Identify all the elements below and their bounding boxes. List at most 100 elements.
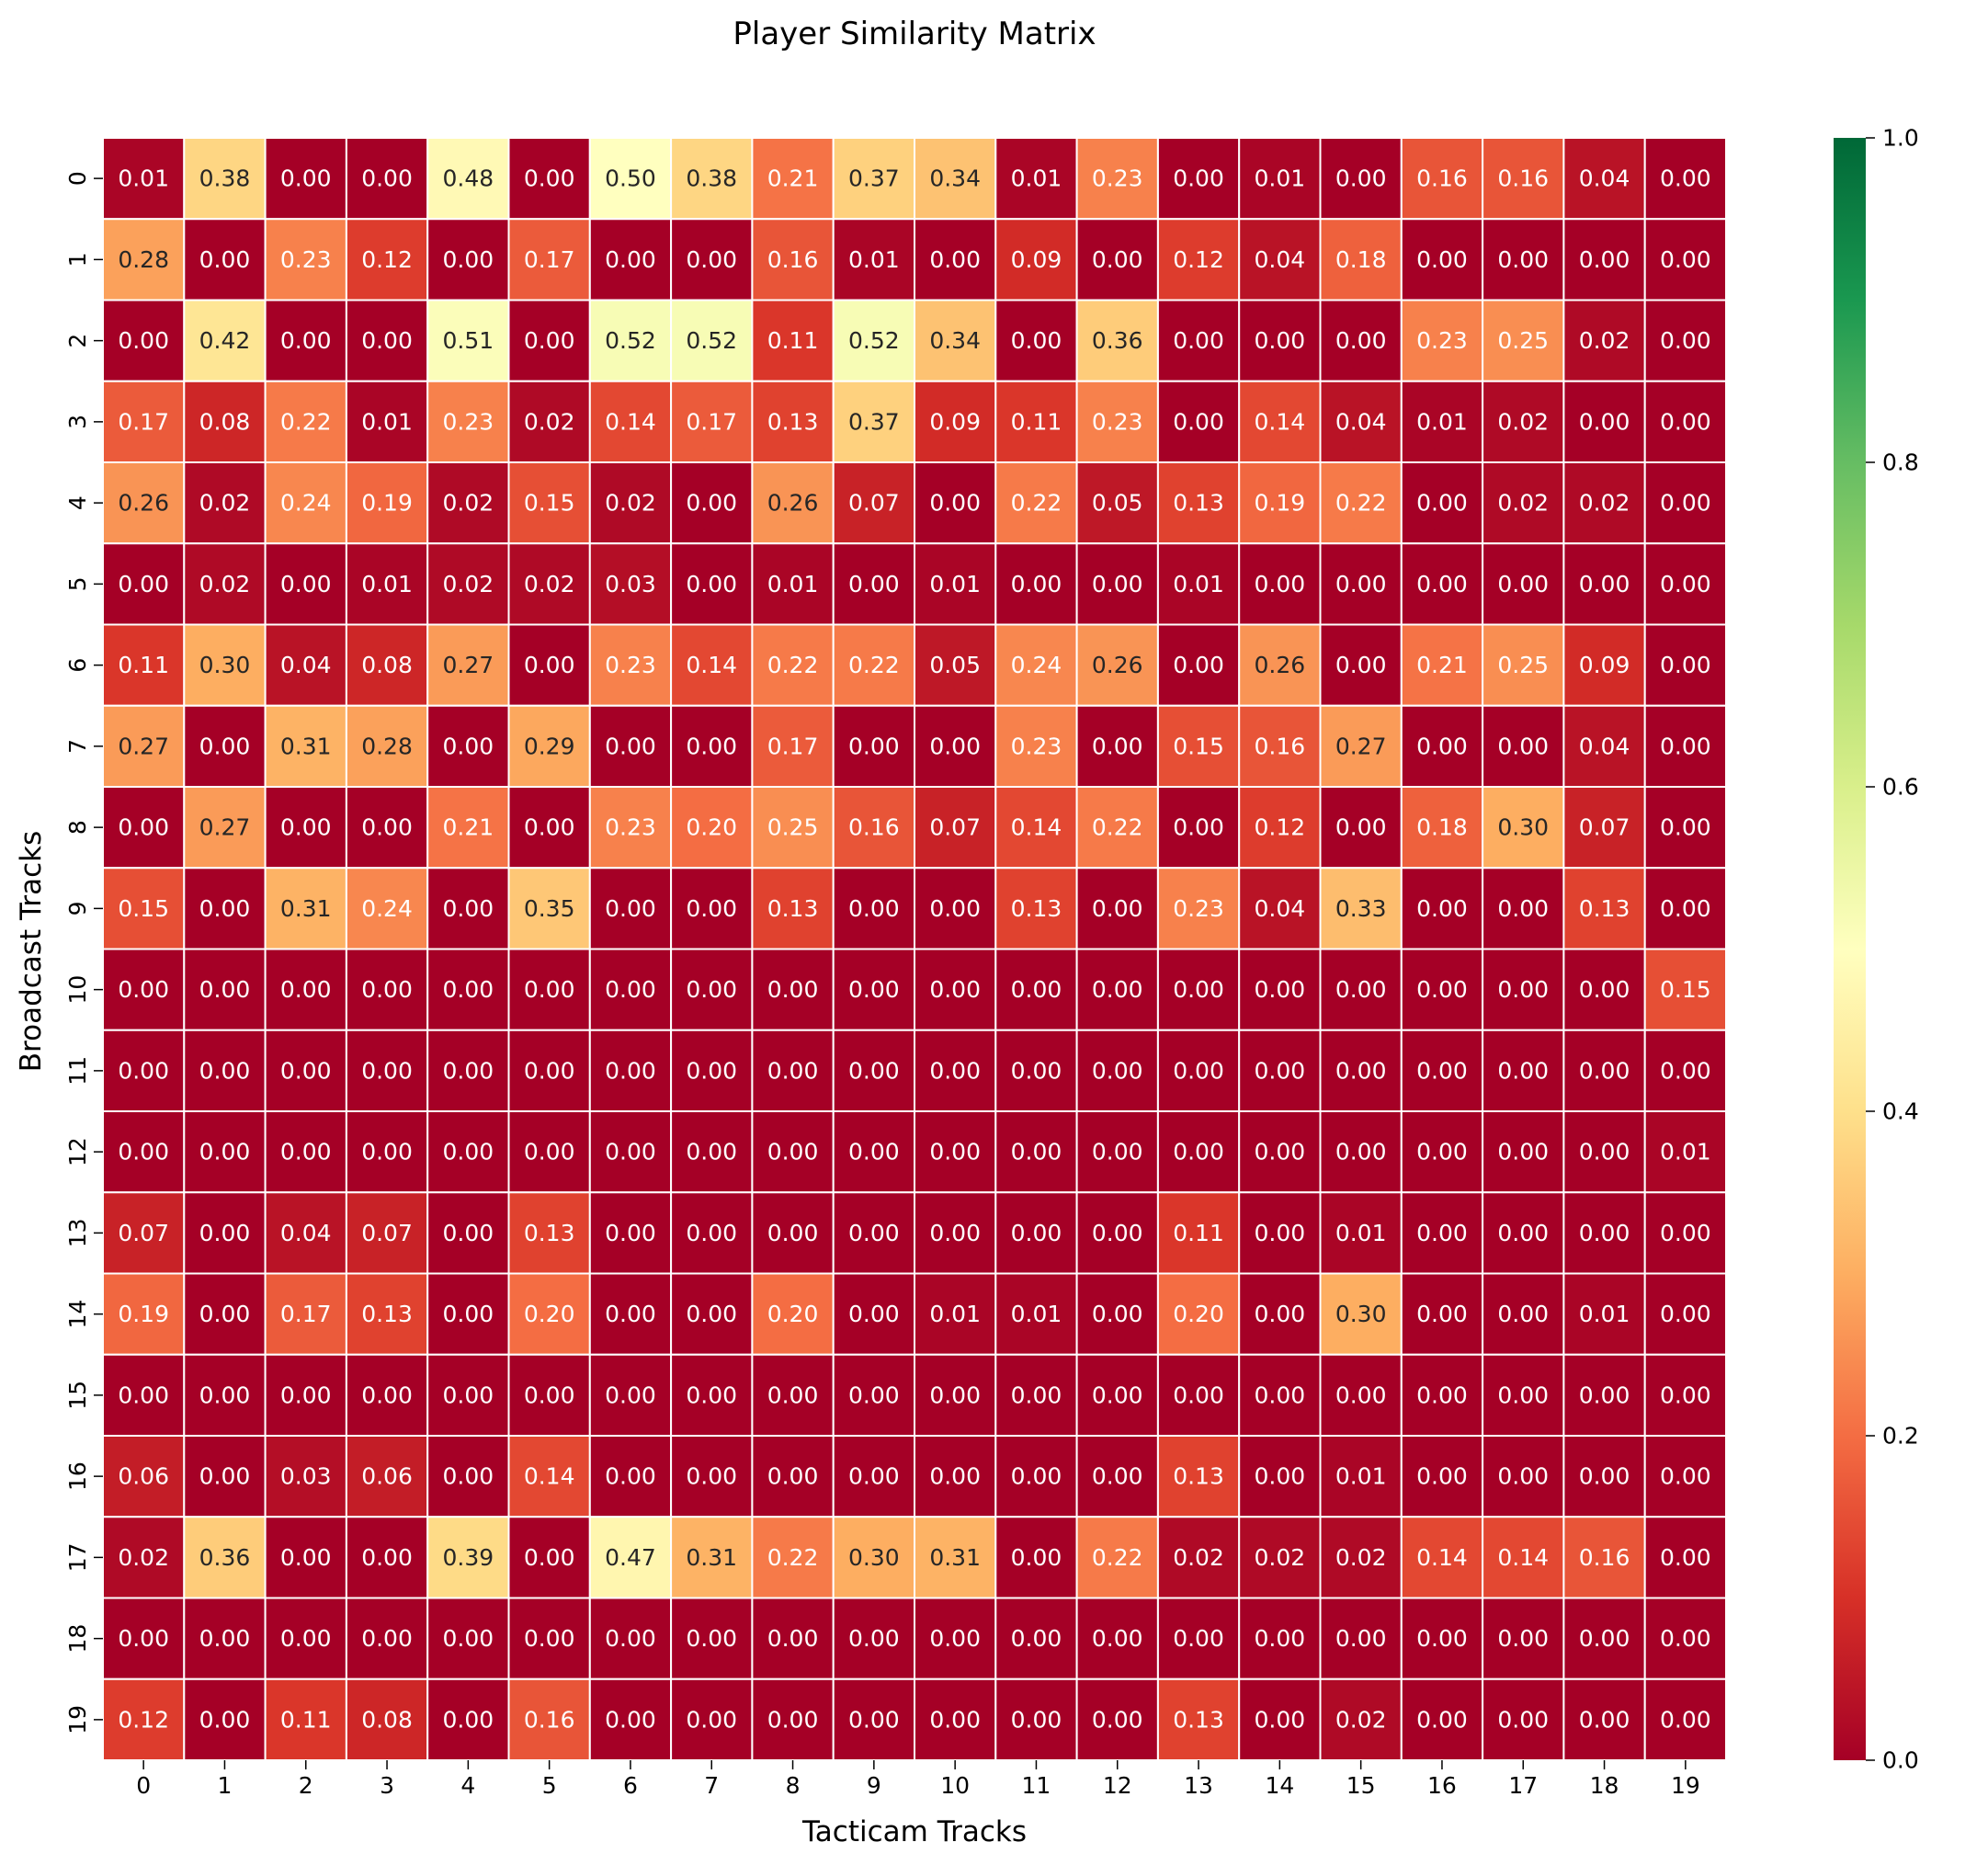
cell-value-label: 0.00	[199, 246, 251, 273]
cell-value-label: 0.00	[1092, 571, 1143, 597]
cell-value-label: 0.18	[1416, 814, 1468, 841]
cell-value-label: 0.26	[118, 490, 169, 517]
cell-value-label: 0.24	[1011, 652, 1062, 678]
heatmap-cell	[264, 704, 347, 788]
cell-value-label: 0.00	[848, 895, 900, 922]
cell-value-label: 0.11	[118, 652, 169, 678]
cell-value-label: 0.00	[118, 1382, 169, 1408]
cell-value-label: 0.00	[1255, 1382, 1306, 1408]
heatmap-cell	[1643, 1191, 1727, 1275]
heatmap-cell	[1400, 867, 1484, 950]
heatmap-cell	[994, 704, 1078, 788]
heatmap-cell	[832, 948, 916, 1031]
cell-value-label: 0.00	[848, 571, 900, 597]
heatmap-cell	[670, 1272, 754, 1356]
heatmap-cell	[994, 1110, 1078, 1194]
cell-value-label: 0.23	[1092, 408, 1143, 435]
cell-value-label: 0.19	[1255, 490, 1306, 517]
cell-value-label: 0.30	[199, 652, 251, 678]
heatmap-cell	[751, 461, 835, 545]
cell-value-label: 0.17	[280, 1301, 332, 1327]
cell-value-label: 0.01	[929, 1301, 981, 1327]
heatmap-cell	[832, 380, 916, 463]
cell-value-label: 0.00	[1416, 1625, 1468, 1652]
cell-value-label: 0.00	[1255, 327, 1306, 354]
heatmap-cell	[1156, 1516, 1241, 1599]
heatmap-cell	[1319, 218, 1403, 301]
x-tick-label: 6	[623, 1772, 638, 1799]
cell-value-label: 0.00	[118, 571, 169, 597]
cell-value-label: 0.22	[767, 652, 819, 678]
heatmap-cell	[670, 380, 754, 463]
heatmap-cell	[183, 1597, 267, 1680]
cell-value-label: 0.00	[1660, 1057, 1711, 1084]
cell-value-label: 0.00	[1660, 1220, 1711, 1246]
cell-value-label: 0.00	[767, 1057, 819, 1084]
cell-value-label: 0.00	[1579, 1220, 1630, 1246]
cell-value-label: 0.09	[1579, 652, 1630, 678]
heatmap-cell	[1238, 1435, 1322, 1518]
cell-value-label: 0.00	[280, 1382, 332, 1408]
heatmap-cell	[588, 1435, 673, 1518]
y-tick-label: 6	[64, 658, 91, 673]
cell-value-label: 0.00	[1092, 246, 1143, 273]
cell-value-label: 0.02	[1335, 1544, 1387, 1571]
heatmap-cell	[670, 1353, 754, 1437]
cell-value-label: 0.27	[199, 814, 251, 841]
cell-value-label: 0.00	[1660, 165, 1711, 192]
heatmap-cell	[994, 380, 1078, 463]
cell-value-label: 0.00	[1092, 1220, 1143, 1246]
cell-value-label: 0.00	[1660, 408, 1711, 435]
cell-value-label: 0.00	[1497, 1057, 1549, 1084]
cell-value-label: 0.01	[361, 571, 413, 597]
x-tick-label: 3	[380, 1772, 394, 1799]
heatmap-cell	[1400, 380, 1484, 463]
heatmap-cell	[1482, 1110, 1565, 1194]
heatmap-cell	[1319, 786, 1403, 870]
x-tick-label: 16	[1427, 1772, 1457, 1799]
y-tick-label: 16	[64, 1461, 91, 1491]
cell-value-label: 0.00	[361, 1057, 413, 1084]
cell-value-label: 0.00	[280, 571, 332, 597]
cell-value-label: 0.00	[524, 652, 575, 678]
heatmap-cell	[1156, 299, 1241, 382]
heatmap-cell	[588, 218, 673, 301]
heatmap-cell	[426, 1191, 510, 1275]
cell-value-label: 0.00	[1416, 571, 1468, 597]
cell-value-label: 0.16	[1255, 733, 1306, 759]
cell-value-label: 0.27	[443, 652, 494, 678]
cell-value-label: 0.00	[686, 1625, 737, 1652]
cell-value-label: 0.31	[929, 1544, 981, 1571]
heatmap-cell	[1319, 137, 1403, 221]
cell-value-label: 0.51	[443, 327, 494, 354]
cell-value-label: 0.00	[929, 1706, 981, 1733]
heatmap-cell	[1156, 1029, 1241, 1112]
cell-value-label: 0.34	[929, 327, 981, 354]
heatmap-cell	[1238, 704, 1322, 788]
cell-value-label: 0.00	[443, 1301, 494, 1327]
heatmap-cell	[751, 1029, 835, 1112]
cell-value-label: 0.22	[1011, 490, 1062, 517]
cell-value-label: 0.00	[524, 814, 575, 841]
cell-value-label: 0.36	[1092, 327, 1143, 354]
y-tick-label: 1	[64, 252, 91, 267]
cell-value-label: 0.00	[280, 327, 332, 354]
cell-value-label: 0.02	[1579, 327, 1630, 354]
x-tick-label: 5	[542, 1772, 557, 1799]
cell-value-label: 0.26	[1255, 652, 1306, 678]
heatmap-cell	[1319, 1353, 1403, 1437]
cell-value-label: 0.27	[118, 733, 169, 759]
cell-value-label: 0.00	[199, 733, 251, 759]
cell-value-label: 0.00	[443, 895, 494, 922]
cell-value-label: 0.11	[767, 327, 819, 354]
heatmap-cell	[994, 1353, 1078, 1437]
cell-value-label: 0.04	[1255, 895, 1306, 922]
cell-value-label: 0.19	[361, 490, 413, 517]
cell-value-label: 0.00	[1092, 1706, 1143, 1733]
cell-value-label: 0.00	[118, 814, 169, 841]
cell-value-label: 0.00	[1579, 408, 1630, 435]
cell-value-label: 0.01	[848, 246, 900, 273]
cell-value-label: 0.17	[118, 408, 169, 435]
heatmap-cell	[751, 867, 835, 950]
heatmap-cell	[670, 218, 754, 301]
